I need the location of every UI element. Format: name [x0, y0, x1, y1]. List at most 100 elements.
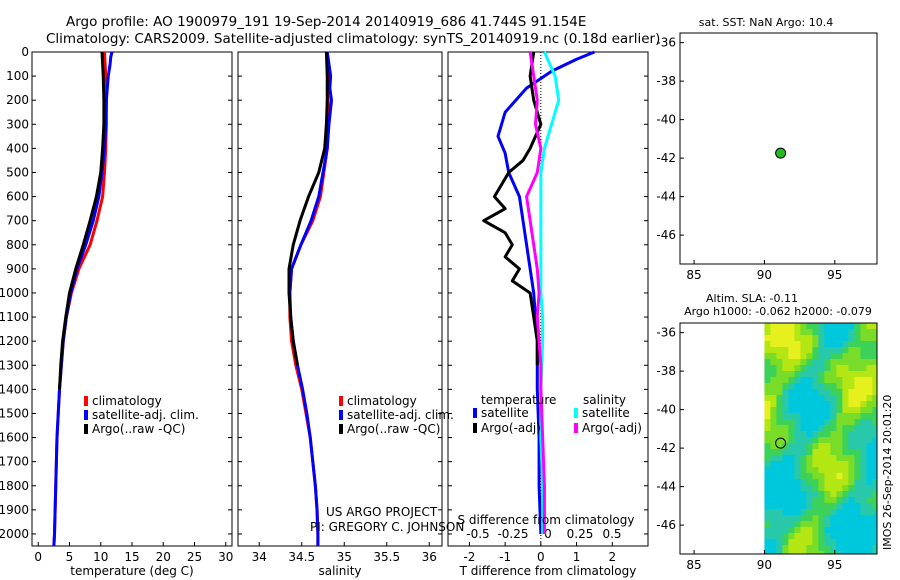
sla-heatmap-cell — [818, 329, 825, 336]
sla-heatmap-cell — [854, 437, 861, 444]
sla-heatmap-cell — [818, 527, 825, 534]
sla-heatmap-cell — [812, 431, 819, 438]
sla-heatmap-cell — [866, 473, 873, 480]
sla-heatmap-cell — [860, 503, 867, 510]
sla-xtick-label: 95 — [827, 558, 842, 572]
sla-heatmap-cell — [836, 551, 843, 554]
sla-heatmap-cell — [806, 395, 813, 402]
sla-heatmap-cell — [770, 485, 777, 492]
temperature-ytick-label: 1100 — [0, 310, 29, 324]
sla-heatmap-cell — [854, 479, 861, 486]
sla-heatmap-cell — [794, 527, 801, 534]
sla-heatmap-cell — [788, 455, 795, 462]
sla-heatmap-cell — [812, 485, 819, 492]
sla-heatmap-cell — [848, 353, 855, 360]
sla-heatmap-cell — [806, 323, 813, 330]
sla-heatmap-cell — [812, 383, 819, 390]
sla-heatmap-cell — [860, 437, 867, 444]
sla-heatmap-cell — [854, 371, 861, 378]
sla-heatmap-cell — [812, 425, 819, 432]
sla-heatmap-cell — [794, 425, 801, 432]
sla-heatmap-cell — [824, 485, 831, 492]
sla-heatmap-cell — [830, 497, 837, 504]
sla-heatmap-cell — [818, 497, 825, 504]
sla-heatmap-cell — [770, 347, 777, 354]
sla-heatmap-cell — [782, 377, 789, 384]
sla-heatmap-cell — [854, 413, 861, 420]
difference-ticks: -2 -1 0 1 2 -0.5 -0.25 0 0.25 0.5 — [448, 51, 648, 564]
sla-heatmap-cell — [806, 419, 813, 426]
sla-heatmap-cell — [794, 521, 801, 528]
sla-heatmap-cell — [806, 509, 813, 516]
sla-heatmap-cell — [764, 335, 771, 342]
sla-ytick-label: -36 — [656, 326, 676, 340]
sla-heatmap-cell — [782, 527, 789, 534]
sla-heatmap-cell — [764, 377, 771, 384]
sla-heatmap-cell — [836, 401, 843, 408]
sla-heatmap-cell — [824, 449, 831, 456]
difference-xtick-salinity-label: 0.25 — [567, 527, 594, 541]
sla-heatmap-cell — [854, 521, 861, 528]
sla-heatmap-cell — [818, 539, 825, 546]
sla-heatmap-cell — [818, 353, 825, 360]
sla-heatmap-cell — [866, 335, 873, 342]
sla-heatmap-cell — [836, 425, 843, 432]
sla-heatmap-cell — [806, 449, 813, 456]
sla-heatmap-cell — [764, 401, 771, 408]
difference-xtick-salinity-label: -0.25 — [497, 527, 528, 541]
sla-heatmap-cell — [818, 533, 825, 540]
sla-heatmap-cell — [842, 461, 849, 468]
sla-heatmap-cell — [770, 491, 777, 498]
temperature-ytick-label: 1300 — [0, 358, 29, 372]
sla-heatmap-cell — [764, 353, 771, 360]
sla-heatmap-cell — [794, 473, 801, 480]
sla-heatmap-cell — [770, 359, 777, 366]
sla-heatmap-cell — [776, 347, 783, 354]
sla-heatmap-cell — [818, 413, 825, 420]
sla-heatmap-cell — [776, 395, 783, 402]
temperature-ytick-label: 1500 — [0, 406, 29, 420]
sla-heatmap-cell — [824, 431, 831, 438]
sla-heatmap-cell — [860, 431, 867, 438]
sst-ytick-label: -44 — [656, 190, 676, 204]
sla-heatmap-cell — [854, 449, 861, 456]
sla-heatmap-cell — [818, 491, 825, 498]
sla-heatmap-cell — [842, 437, 849, 444]
sla-heatmap-cell — [830, 335, 837, 342]
salinity-panel: 34 34.5 35 35.5 36 salinity climatologysatel… — [237, 51, 464, 578]
sla-heatmap-cell — [830, 479, 837, 486]
sla-heatmap-cell — [812, 395, 819, 402]
sla-heatmap-cell — [872, 389, 877, 396]
sla-heatmap-cell — [806, 473, 813, 480]
sla-heatmap-cell — [848, 527, 855, 534]
sla-heatmap-cell — [836, 467, 843, 474]
sla-heatmap-cell — [770, 431, 777, 438]
sla-heatmap-cell — [794, 329, 801, 336]
sst-map-panel: sat. SST: NaN Argo: 10.4 85 90 95 -36 -38 -40… — [656, 16, 878, 282]
sla-heatmap-cell — [770, 437, 777, 444]
sla-heatmap-cell — [788, 413, 795, 420]
sla-heatmap-cell — [770, 323, 777, 330]
sla-heatmap-cell — [860, 485, 867, 492]
sla-heatmap-cell — [842, 551, 849, 554]
sla-heatmap-cell — [818, 389, 825, 396]
sla-heatmap-cell — [800, 533, 807, 540]
sla-heatmap-cell — [866, 365, 873, 372]
sla-heatmap-cell — [782, 485, 789, 492]
sla-heatmap-cell — [842, 341, 849, 348]
sla-heatmap-cell — [842, 395, 849, 402]
sla-heatmap-cell — [812, 527, 819, 534]
sla-heatmap-cell — [854, 401, 861, 408]
sla-heatmap-cell — [854, 455, 861, 462]
sla-heatmap-cell — [794, 533, 801, 540]
sla-heatmap-cell — [812, 545, 819, 552]
sla-heatmap-cell — [848, 509, 855, 516]
sla-heatmap-cell — [764, 515, 771, 522]
temperature-ticks: 0 5 10 15 20 25 300100200300400500600700800900… — [0, 45, 233, 564]
sla-heatmap-cell — [860, 341, 867, 348]
sla-heatmap-cell — [782, 503, 789, 510]
sla-heatmap-cell — [872, 473, 877, 480]
sla-heatmap-cell — [788, 449, 795, 456]
sst-ytick-label: -36 — [656, 36, 676, 50]
sla-heatmap-cell — [848, 521, 855, 528]
